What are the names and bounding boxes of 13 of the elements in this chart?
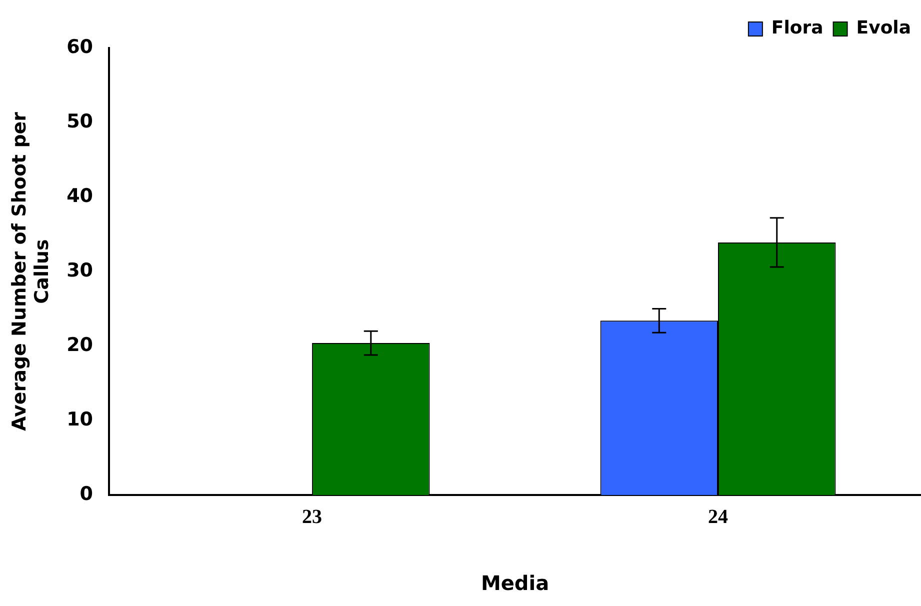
legend-label: Evola (856, 18, 912, 39)
y-tick-label: 0 (80, 482, 94, 505)
y-axis-title: Average Number of Shoot per Callus (8, 111, 54, 432)
y-tick-label: 60 (66, 36, 94, 58)
y-tick-label: 30 (66, 259, 94, 282)
y-tick-label: 50 (66, 110, 94, 132)
x-tick-label: 24 (708, 506, 728, 528)
y-tick-label: 20 (66, 334, 94, 356)
x-axis-title: Media (480, 571, 550, 596)
y-tick-label: 40 (66, 184, 94, 207)
y-tick-label: 10 (66, 408, 94, 430)
x-tick-label: 23 (302, 506, 322, 528)
legend-label: Flora (771, 18, 824, 39)
